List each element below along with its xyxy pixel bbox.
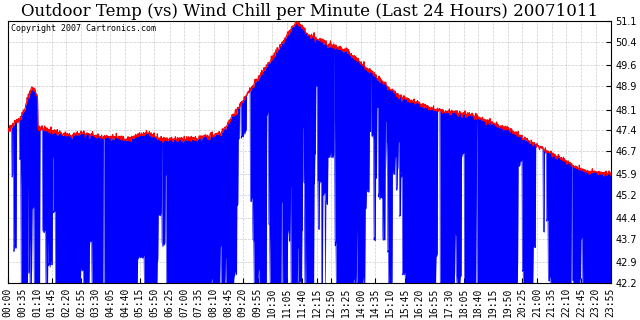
Title: Outdoor Temp (vs) Wind Chill per Minute (Last 24 Hours) 20071011: Outdoor Temp (vs) Wind Chill per Minute … (20, 3, 598, 20)
Text: Copyright 2007 Cartronics.com: Copyright 2007 Cartronics.com (11, 24, 156, 33)
